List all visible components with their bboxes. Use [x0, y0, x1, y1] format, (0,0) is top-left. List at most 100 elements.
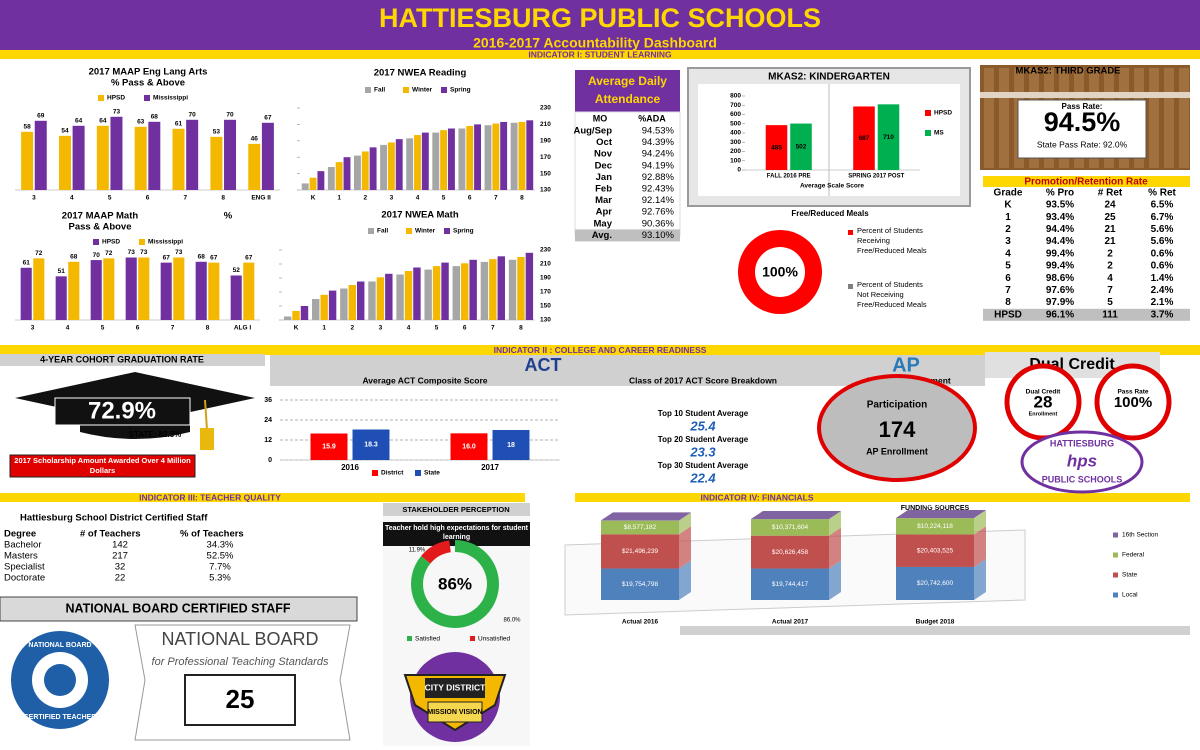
table-cell: 94.24% — [642, 149, 675, 160]
legend-label: Federal — [1122, 552, 1145, 559]
table-cell: 92.14% — [642, 195, 675, 206]
table-cell: 90.36% — [642, 218, 675, 229]
table-header: % of Teachers — [180, 529, 244, 540]
table-cell: 7.7% — [209, 562, 231, 573]
bar-segment — [896, 566, 974, 600]
data-label: 18.3 — [364, 442, 378, 449]
stat-value: 25.4 — [689, 418, 716, 433]
legend-label: HPSD — [934, 110, 952, 117]
bar-segment — [601, 534, 679, 569]
bar — [172, 128, 185, 190]
big-number: 100% — [1114, 394, 1152, 411]
bar — [492, 430, 530, 460]
table-cell: 32 — [115, 562, 126, 573]
bar — [500, 121, 508, 190]
seal-text: NATIONAL BOARD — [28, 642, 91, 649]
bar — [406, 138, 414, 190]
data-label: 61 — [23, 259, 31, 266]
bar — [352, 429, 390, 460]
data-label: $20,403,525 — [917, 547, 954, 554]
table-cell: 5.6% — [1151, 224, 1174, 235]
bar-segment — [896, 518, 974, 535]
y-tick-label: 210 — [540, 121, 551, 128]
table-cell: 7 — [1107, 285, 1113, 296]
bar-segment — [751, 535, 829, 569]
data-label: 68 — [70, 253, 78, 260]
x-tick-label: ENG II — [251, 195, 271, 202]
table-cell: Doctorate — [4, 573, 45, 584]
x-tick-label: 8 — [520, 195, 524, 202]
table-cell: 92.43% — [642, 184, 675, 195]
indicator-title: INDICATOR IV: FINANCIALS — [700, 492, 813, 502]
donut-slice — [738, 230, 822, 314]
legend-label: Fall — [377, 228, 388, 235]
table-cell: 2 — [1107, 248, 1113, 259]
chart-subtitle: % Pass & Above — [111, 78, 185, 89]
label: State Pass Rate: 92.0% — [1037, 139, 1128, 149]
x-tick-label: Actual 2017 — [772, 619, 809, 626]
pass-panel — [1017, 99, 1147, 159]
bar — [452, 266, 460, 320]
table-cell: Aug/Sep — [573, 126, 612, 137]
bar — [484, 125, 492, 190]
table-cell: 6.7% — [1151, 212, 1174, 223]
y-tick-label: 0 — [268, 457, 272, 464]
table-cell: Apr — [596, 207, 613, 218]
bar — [877, 104, 900, 170]
bar — [458, 128, 466, 190]
legend-label: Spring — [453, 228, 474, 235]
fence-slat — [984, 68, 994, 168]
data-label: 16.0 — [462, 444, 476, 451]
data-label: 73 — [175, 249, 183, 256]
bar — [310, 433, 348, 460]
seal-text: CERTIFIED TEACHER — [24, 714, 97, 721]
bar — [300, 306, 309, 320]
table-cell: 142 — [112, 540, 128, 551]
data-label: 51 — [58, 268, 66, 275]
section-band — [0, 354, 265, 366]
attendance-header — [575, 70, 680, 112]
data-label: 58 — [23, 124, 31, 131]
table-cell: 93.4% — [1046, 212, 1074, 223]
data-label: 67 — [210, 254, 218, 261]
table-cell: Feb — [595, 184, 612, 195]
data-label: 67 — [163, 254, 171, 261]
y-tick-label: 230 — [540, 105, 551, 112]
bar — [440, 130, 448, 190]
donut-slice — [421, 540, 451, 564]
legend-label: Satisfied — [415, 636, 440, 643]
bar-segment — [896, 534, 974, 567]
data-label: $10,371,604 — [772, 524, 809, 531]
attendance-title: Average Daily Attendance — [588, 74, 667, 106]
table-cell: Bachelor — [4, 540, 42, 551]
label: Pass Rate — [1117, 389, 1148, 396]
x-tick-label: 7 — [491, 325, 495, 332]
y-tick-label: 170 — [540, 154, 551, 161]
table-cell: 1 — [1005, 212, 1011, 223]
table-header: # of Teachers — [80, 529, 141, 540]
bar — [368, 281, 376, 320]
y-tick-label: 24 — [264, 417, 272, 424]
x-tick-label: 6 — [146, 195, 150, 202]
data-label: $141,851 — [626, 504, 653, 511]
indicator-title: INDICATOR I: STUDENT LEARNING — [528, 49, 672, 59]
x-tick-label: 2 — [363, 195, 367, 202]
bar — [195, 261, 207, 320]
y-tick-label: 210 — [540, 261, 551, 268]
rate-box — [54, 397, 191, 426]
page-title: HATTIESBURG PUBLIC SCHOOLS — [379, 3, 821, 33]
bar-side — [679, 526, 691, 569]
legend-swatch — [372, 470, 378, 476]
table-cell: 97.9% — [1046, 297, 1074, 308]
y-tick-label: 0 — [737, 167, 741, 174]
x-tick-label: 6 — [468, 195, 472, 202]
bar — [525, 252, 534, 320]
x-tick-label: K — [294, 325, 299, 332]
legend-label: Winter — [412, 87, 433, 94]
bar — [148, 121, 161, 190]
legend-swatch — [441, 87, 447, 93]
x-tick-label: 4 — [70, 195, 74, 202]
legend-swatch — [848, 284, 853, 289]
table-cell: 21 — [1104, 236, 1116, 247]
bar — [518, 121, 526, 190]
